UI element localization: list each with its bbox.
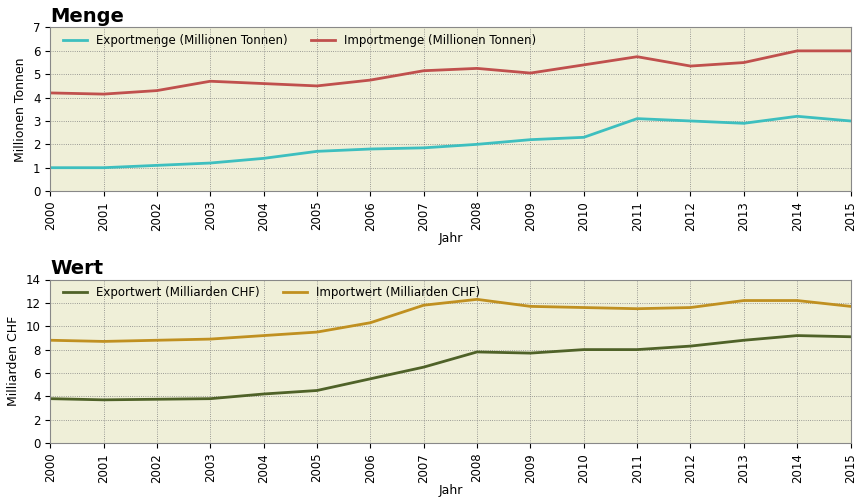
Importmenge (Millionen Tonnen) [632,54,642,60]
Importmenge (Millionen Tonnen) [152,88,162,94]
Exportmenge (Millionen Tonnen) [845,118,855,124]
Line: Exportwert (Milliarden CHF): Exportwert (Milliarden CHF) [50,336,850,400]
Importwert (Milliarden CHF) [45,337,55,343]
Importmenge (Millionen Tonnen) [739,59,749,66]
Importwert (Milliarden CHF) [418,302,429,308]
Importwert (Milliarden CHF) [98,338,109,344]
Importwert (Milliarden CHF) [525,303,536,309]
Exportmenge (Millionen Tonnen) [525,137,536,143]
Line: Exportmenge (Millionen Tonnen): Exportmenge (Millionen Tonnen) [50,116,850,168]
Importmenge (Millionen Tonnen) [472,66,482,72]
Exportmenge (Millionen Tonnen) [205,160,215,166]
Exportwert (Milliarden CHF) [418,364,429,370]
Importwert (Milliarden CHF) [739,297,749,303]
Importwert (Milliarden CHF) [632,306,642,312]
Importmenge (Millionen Tonnen) [418,68,429,74]
Exportwert (Milliarden CHF) [579,347,589,353]
Exportmenge (Millionen Tonnen) [312,148,322,154]
Exportmenge (Millionen Tonnen) [472,141,482,147]
Exportwert (Milliarden CHF) [792,333,803,339]
Exportwert (Milliarden CHF) [205,396,215,402]
Text: Wert: Wert [50,259,104,278]
Exportmenge (Millionen Tonnen) [792,113,803,119]
Line: Importwert (Milliarden CHF): Importwert (Milliarden CHF) [50,299,850,341]
Exportmenge (Millionen Tonnen) [98,165,109,171]
Legend: Exportwert (Milliarden CHF), Importwert (Milliarden CHF): Exportwert (Milliarden CHF), Importwert … [58,281,486,303]
Exportwert (Milliarden CHF) [312,388,322,394]
Importmenge (Millionen Tonnen) [365,77,376,83]
Importwert (Milliarden CHF) [258,333,269,339]
Importmenge (Millionen Tonnen) [45,90,55,96]
Importmenge (Millionen Tonnen) [312,83,322,89]
Exportwert (Milliarden CHF) [525,350,536,356]
X-axis label: Jahr: Jahr [438,232,462,245]
Exportwert (Milliarden CHF) [152,396,162,402]
Importmenge (Millionen Tonnen) [792,48,803,54]
Exportmenge (Millionen Tonnen) [739,120,749,127]
Importmenge (Millionen Tonnen) [579,62,589,68]
Importmenge (Millionen Tonnen) [685,63,696,69]
Importmenge (Millionen Tonnen) [845,48,855,54]
Exportwert (Milliarden CHF) [98,397,109,403]
Importwert (Milliarden CHF) [205,336,215,342]
Importwert (Milliarden CHF) [365,320,376,326]
Importmenge (Millionen Tonnen) [205,78,215,84]
Legend: Exportmenge (Millionen Tonnen), Importmenge (Millionen Tonnen): Exportmenge (Millionen Tonnen), Importme… [58,29,541,51]
Exportmenge (Millionen Tonnen) [45,165,55,171]
Importwert (Milliarden CHF) [312,329,322,335]
Line: Importmenge (Millionen Tonnen): Importmenge (Millionen Tonnen) [50,51,850,94]
Text: Menge: Menge [50,7,124,26]
X-axis label: Jahr: Jahr [438,484,462,497]
Y-axis label: Millionen Tonnen: Millionen Tonnen [15,57,28,162]
Y-axis label: Milliarden CHF: Milliarden CHF [7,316,20,406]
Exportwert (Milliarden CHF) [365,376,376,382]
Exportmenge (Millionen Tonnen) [152,162,162,168]
Importmenge (Millionen Tonnen) [98,91,109,97]
Exportwert (Milliarden CHF) [472,349,482,355]
Importmenge (Millionen Tonnen) [525,70,536,76]
Importwert (Milliarden CHF) [472,296,482,302]
Importwert (Milliarden CHF) [579,304,589,310]
Exportmenge (Millionen Tonnen) [579,134,589,140]
Importwert (Milliarden CHF) [152,337,162,343]
Exportmenge (Millionen Tonnen) [258,155,269,161]
Exportmenge (Millionen Tonnen) [418,145,429,151]
Exportwert (Milliarden CHF) [258,391,269,397]
Importmenge (Millionen Tonnen) [258,81,269,87]
Importwert (Milliarden CHF) [845,303,855,309]
Exportwert (Milliarden CHF) [845,334,855,340]
Importwert (Milliarden CHF) [685,304,696,310]
Exportwert (Milliarden CHF) [632,347,642,353]
Exportmenge (Millionen Tonnen) [685,118,696,124]
Exportwert (Milliarden CHF) [739,337,749,343]
Exportwert (Milliarden CHF) [685,343,696,349]
Exportmenge (Millionen Tonnen) [632,115,642,121]
Exportwert (Milliarden CHF) [45,396,55,402]
Importwert (Milliarden CHF) [792,297,803,303]
Exportmenge (Millionen Tonnen) [365,146,376,152]
